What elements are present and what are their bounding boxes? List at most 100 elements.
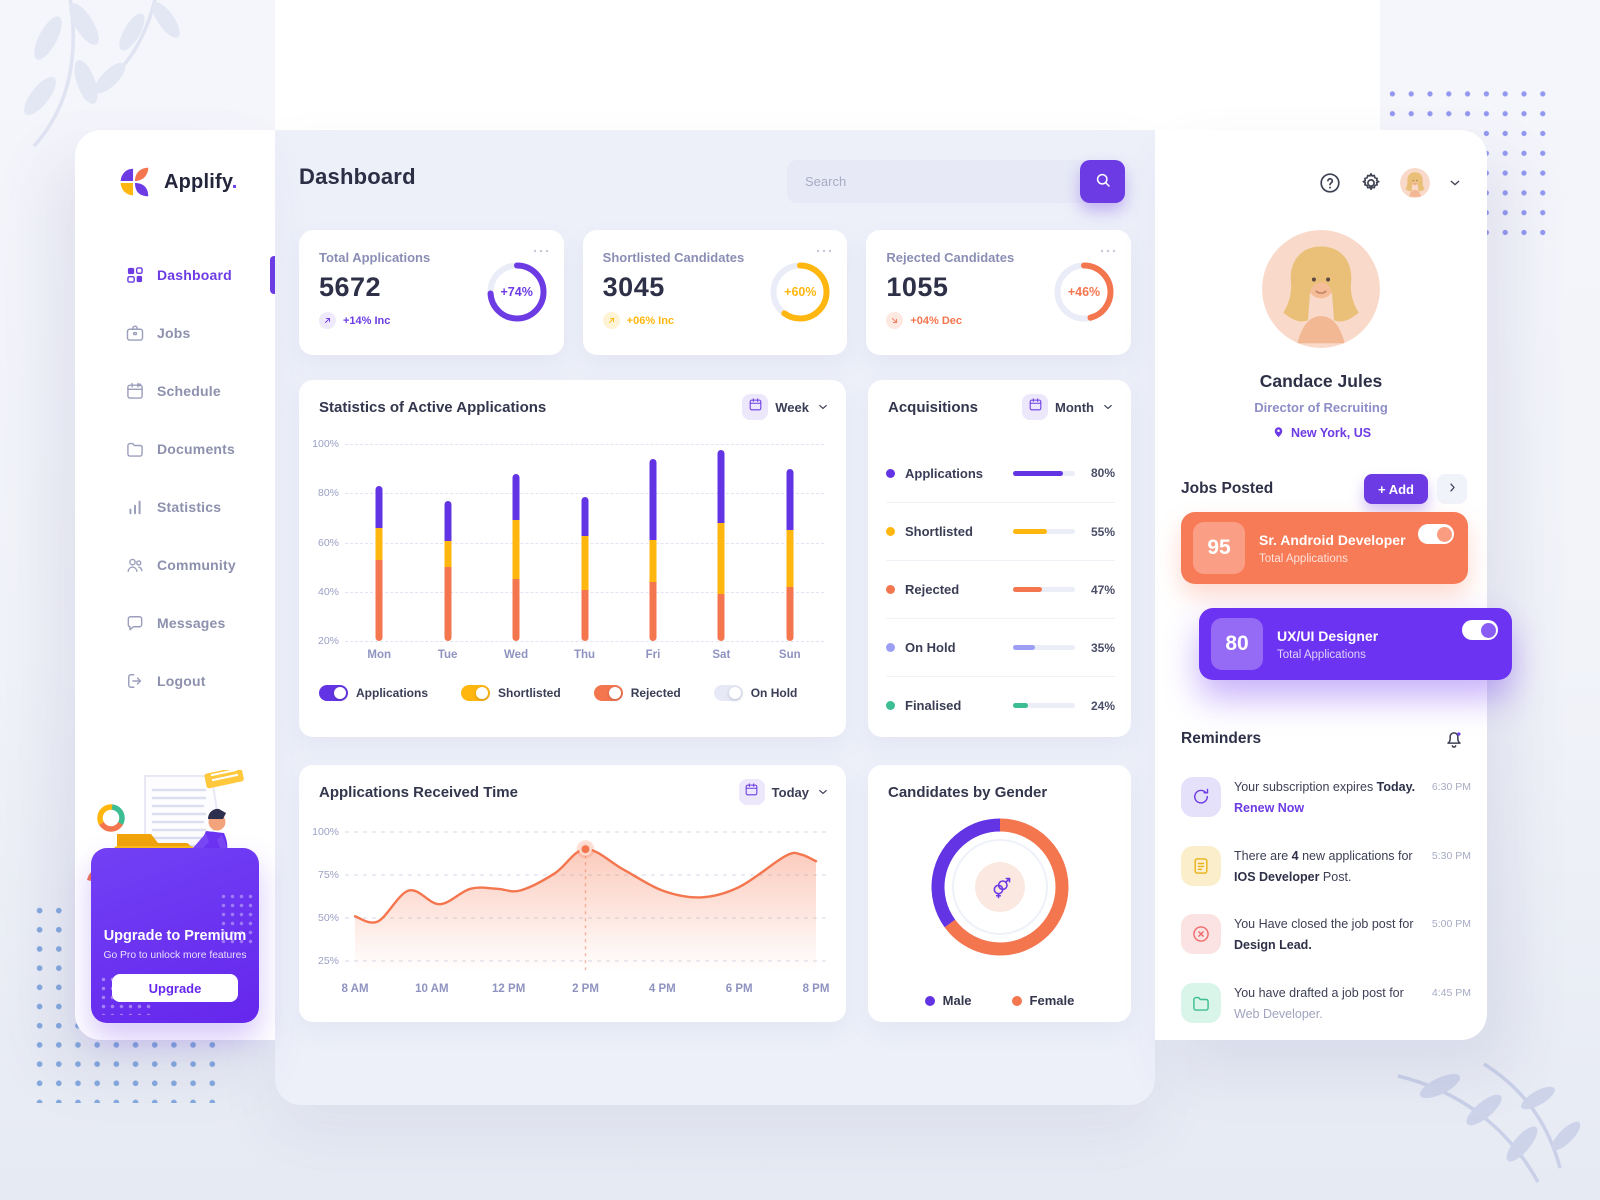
bar-tue xyxy=(444,500,452,641)
sidebar-item-logout[interactable]: Logout xyxy=(75,652,275,710)
stat-value: 5672 xyxy=(319,272,382,302)
app-logo: Applify. xyxy=(115,163,237,201)
sidebar-item-messages[interactable]: Messages xyxy=(75,594,275,652)
more-options-icon[interactable] xyxy=(1097,240,1119,262)
search-button[interactable] xyxy=(1080,160,1125,203)
bars-icon xyxy=(125,497,145,517)
refresh-icon xyxy=(1181,777,1221,817)
users-icon xyxy=(125,555,145,575)
stat-progress-ring: +46% xyxy=(1051,259,1117,325)
logout-icon xyxy=(125,671,145,691)
reminder-time: 5:30 PM xyxy=(1431,849,1471,862)
search-icon xyxy=(1094,171,1112,192)
x-circle-icon xyxy=(1181,914,1221,954)
card-title: Applications Received Time xyxy=(319,784,518,801)
chevron-down-icon xyxy=(1101,400,1115,414)
reminder-time: 5:00 PM xyxy=(1431,918,1471,930)
upgrade-button[interactable]: Upgrade xyxy=(112,974,238,1002)
legend-toggle-shortlisted[interactable]: Shortlisted xyxy=(461,685,561,701)
x-axis-label: Tue xyxy=(437,649,458,661)
card-title: Statistics of Active Applications xyxy=(319,399,547,416)
add-job-button[interactable]: + Add xyxy=(1364,474,1428,504)
reminder-time: 4:45 PM xyxy=(1431,986,1471,999)
acquisition-row-on-hold: On Hold 35% xyxy=(886,618,1115,676)
avatar-small[interactable] xyxy=(1400,168,1430,198)
jobs-next-button[interactable] xyxy=(1437,474,1467,504)
sidebar-item-label: Documents xyxy=(157,441,236,457)
page-title: Dashboard xyxy=(299,164,416,189)
acquisitions-card: Acquisitions Month Applications 80% Shortl… xyxy=(868,380,1131,737)
bell-icon[interactable] xyxy=(1443,728,1465,750)
leaves-decoration-bottom-right xyxy=(1397,1062,1581,1183)
stat-delta: +14% Inc xyxy=(319,312,544,329)
sidebar-item-statistics[interactable]: Statistics xyxy=(75,478,275,536)
x-axis-label: 6 PM xyxy=(725,983,753,995)
x-axis-label: Fri xyxy=(645,649,661,661)
candidates-by-gender-card: Candidates by Gender Male Female xyxy=(868,765,1131,1022)
sidebar-item-documents[interactable]: Documents xyxy=(75,420,275,478)
reminder-time: 6:30 PM xyxy=(1431,781,1471,793)
reminder-item: Your subscription expires Today. Renew No… xyxy=(1181,764,1471,833)
y-axis-tick: 80% xyxy=(317,487,339,500)
x-axis-label: Wed xyxy=(504,649,529,661)
acquisition-row-applications: Applications 80% xyxy=(886,444,1115,502)
job-card-sr-android-developer[interactable]: 95 Sr. Android Developer Total Application… xyxy=(1181,512,1468,584)
calendar-icon xyxy=(1028,397,1043,417)
legend-toggle-applications[interactable]: Applications xyxy=(319,685,428,701)
job-count: 95 xyxy=(1193,522,1245,574)
applify-logo-icon xyxy=(120,167,149,197)
x-axis-label: 8 AM xyxy=(341,983,369,995)
sidebar-item-label: Dashboard xyxy=(157,267,232,283)
legend-toggle-rejected[interactable]: Rejected xyxy=(593,685,681,701)
acquisition-row-shortlisted: Shortlisted 55% xyxy=(886,502,1115,560)
stat-progress-ring: +60% xyxy=(767,259,833,325)
renew-now-link[interactable]: Renew Now xyxy=(1234,801,1305,816)
arrow-up-right-icon xyxy=(602,312,620,329)
reminders-title: Reminders xyxy=(1181,730,1262,747)
gender-legend-male: Male xyxy=(924,993,972,1008)
job-toggle[interactable] xyxy=(1418,524,1454,544)
reminder-item: There are 4 new applications for IOS Deve… xyxy=(1181,833,1471,902)
period-selector-month[interactable]: Month xyxy=(1022,394,1115,420)
help-icon[interactable] xyxy=(1318,171,1342,195)
bar-mon xyxy=(375,485,383,641)
x-axis-label: 12 PM xyxy=(492,983,526,995)
more-options-icon[interactable] xyxy=(530,240,552,262)
sidebar-item-schedule[interactable]: Schedule xyxy=(75,362,275,420)
period-selector-week[interactable]: Week xyxy=(742,394,830,420)
calendar-dot-icon xyxy=(125,381,145,401)
x-axis-label: Sat xyxy=(712,649,731,661)
job-toggle[interactable] xyxy=(1462,620,1498,640)
chevron-down-icon xyxy=(816,785,830,799)
profile-name: Candace Jules xyxy=(1259,371,1383,391)
chevron-down-icon[interactable] xyxy=(1447,175,1463,191)
stat-cards-row: Total Applications 5672 +14% Inc +74% Shortl… xyxy=(299,230,1131,355)
x-axis-label: 8 PM xyxy=(802,983,830,995)
stat-delta: +04% Dec xyxy=(886,312,1111,329)
gear-icon[interactable] xyxy=(1359,171,1383,195)
upgrade-premium-card: Upgrade to Premium Go Pro to unlock more… xyxy=(91,848,259,1023)
grid-icon xyxy=(125,265,145,285)
y-axis-tick: 40% xyxy=(317,585,339,598)
job-card-ux-ui-designer[interactable]: 80 UX/UI Designer Total Applications xyxy=(1199,608,1512,680)
sidebar-item-label: Logout xyxy=(157,673,206,689)
stat-card-rejected-candidates: Rejected Candidates 1055 +04% Dec +46% xyxy=(866,230,1131,355)
avatar-large xyxy=(1262,230,1380,348)
job-cards: 95 Sr. Android Developer Total Application… xyxy=(1181,512,1512,680)
legend-toggle-on-hold[interactable]: On Hold xyxy=(713,685,797,701)
search-input[interactable] xyxy=(787,160,1125,203)
reminder-item: You have drafted a job post for Web Devel… xyxy=(1181,970,1471,1039)
sidebar-item-jobs[interactable]: Jobs xyxy=(75,304,275,362)
x-axis-label: Mon xyxy=(367,649,392,661)
x-axis-label: 4 PM xyxy=(648,983,676,995)
search-bar xyxy=(787,160,1125,203)
sidebar-item-community[interactable]: Community xyxy=(75,536,275,594)
stat-card-total-applications: Total Applications 5672 +14% Inc +74% xyxy=(299,230,564,355)
statistics-of-active-applications-card: Statistics of Active Applications Week 1… xyxy=(299,380,846,737)
more-options-icon[interactable] xyxy=(813,240,835,262)
calendar-icon xyxy=(748,397,763,417)
x-axis-label: Thu xyxy=(573,649,596,661)
period-selector-today[interactable]: Today xyxy=(738,779,830,805)
sidebar-item-dashboard[interactable]: Dashboard xyxy=(75,246,275,304)
gender-legend-female: Female xyxy=(1011,993,1074,1008)
